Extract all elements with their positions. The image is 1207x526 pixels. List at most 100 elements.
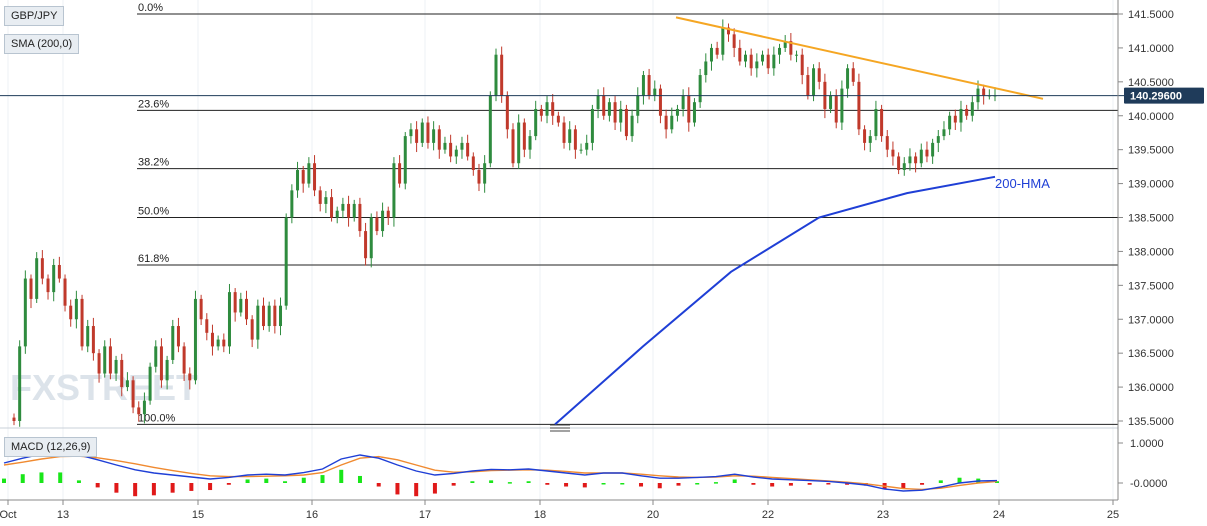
sma-indicator-label[interactable]: SMA (200,0) (4, 34, 80, 54)
candle (125, 372, 129, 392)
macd-histogram-bar (170, 483, 175, 493)
macd-histogram-bar (451, 483, 456, 486)
candle (46, 274, 50, 300)
candle (80, 294, 84, 351)
macd-axis-label: 1.0000 (1130, 438, 1164, 450)
candle (664, 109, 668, 139)
candle (415, 121, 419, 153)
macd-histogram-bar (414, 483, 419, 497)
candle (171, 319, 175, 365)
candle (108, 338, 112, 380)
candle (534, 100, 538, 141)
candle (670, 107, 674, 134)
macd-histogram-bar (601, 483, 606, 485)
price-axis-label: 137.0000 (1128, 314, 1174, 326)
candle (726, 23, 730, 42)
candle (318, 186, 322, 212)
candle (778, 43, 782, 64)
candle (409, 123, 413, 144)
candle (57, 256, 61, 283)
candle (982, 84, 986, 105)
candle (806, 66, 810, 100)
macd-histogram-bar (807, 483, 812, 485)
candle (619, 100, 623, 132)
macd-histogram-bar (901, 483, 906, 489)
candle (273, 299, 277, 334)
macd-indicator-label[interactable]: MACD (12,26,9) (4, 437, 98, 457)
macd-histogram-bar (264, 478, 269, 483)
macd-histogram-bar (995, 481, 999, 483)
candle (364, 222, 368, 266)
candle (358, 197, 362, 237)
candle (137, 401, 141, 422)
macd-histogram-bar (770, 483, 775, 487)
fib-level-label: 61.8% (138, 253, 169, 265)
candle (738, 39, 742, 66)
macd-histogram-bar (432, 483, 437, 494)
macd-histogram-bar (582, 483, 587, 488)
price-axis-label: 141.0000 (1128, 43, 1174, 55)
candle (131, 376, 135, 414)
candle (341, 197, 345, 219)
time-axis-label: Oct (0, 509, 17, 521)
price-axis-label: 136.5000 (1128, 348, 1174, 360)
candle (675, 104, 679, 122)
candle (692, 98, 696, 127)
candle (885, 129, 889, 158)
candle (704, 53, 708, 83)
candle (942, 121, 946, 141)
candle (335, 206, 339, 224)
macd-histogram-bar (938, 480, 943, 483)
candle (857, 73, 861, 136)
candle (250, 315, 254, 348)
macd-histogram-bar (676, 483, 681, 486)
candle (256, 299, 260, 349)
candle (829, 91, 833, 114)
candle (193, 290, 197, 385)
candle (52, 258, 56, 302)
macd-histogram-bar (20, 474, 25, 483)
candle (154, 340, 158, 373)
candle (227, 283, 231, 354)
candle (449, 134, 453, 163)
candle (511, 123, 515, 168)
candle (551, 94, 555, 125)
macd-histogram-bar (507, 482, 512, 484)
candle (176, 317, 180, 353)
candle (103, 340, 107, 378)
candle (624, 104, 628, 141)
candle (562, 116, 566, 149)
macd-histogram-bar (713, 482, 718, 484)
macd-histogram-bar (357, 475, 362, 483)
candle (199, 294, 203, 326)
macd-histogram-bar (545, 483, 550, 485)
macd-histogram-bar (957, 477, 962, 483)
candle (35, 252, 39, 303)
candle (307, 157, 311, 188)
symbol-label[interactable]: GBP/JPY (4, 6, 65, 26)
candle (965, 104, 969, 120)
pane-resize-handle[interactable] (550, 424, 570, 432)
macd-histogram-bar (114, 483, 119, 493)
candle (222, 333, 226, 353)
candle (97, 349, 101, 383)
candle (426, 116, 430, 149)
candle (392, 157, 396, 227)
price-tag: 140.29600 (1124, 87, 1204, 104)
macd-histogram-bar (283, 481, 288, 483)
candle (732, 28, 736, 58)
candle (120, 353, 124, 397)
candle (18, 340, 22, 427)
fib-level-label: 0.0% (138, 2, 163, 14)
candle (182, 342, 186, 381)
time-axis-label: 18 (534, 509, 546, 521)
candle (386, 206, 390, 225)
candle (539, 104, 543, 122)
candle (755, 53, 759, 78)
candle (931, 138, 935, 164)
candle (590, 104, 594, 151)
candle (715, 41, 719, 59)
time-axis-label: 20 (647, 509, 659, 521)
candle (466, 134, 470, 161)
